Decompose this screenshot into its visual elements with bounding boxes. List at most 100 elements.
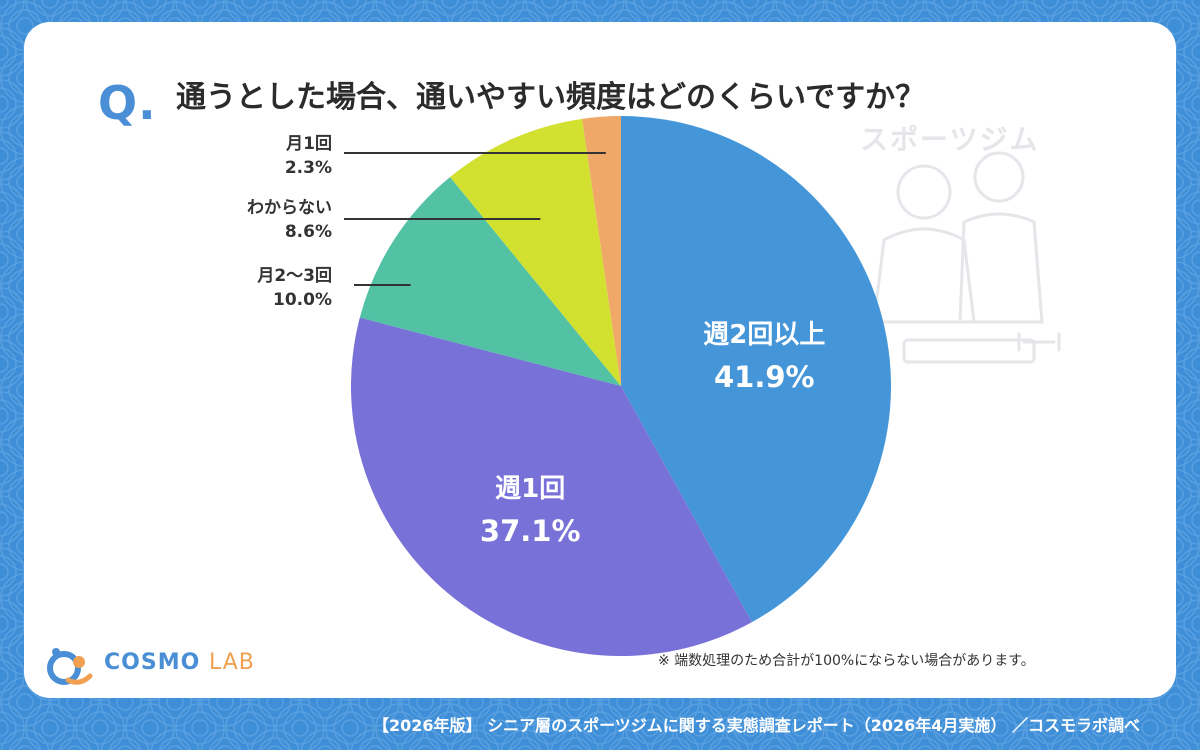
wave-arc — [0, 0, 9, 9]
wave-arc — [1033, 0, 1067, 17]
wave-arc — [691, 0, 709, 9]
wave-arc — [508, 737, 542, 750]
wave-arc — [767, 745, 783, 750]
wave-arc — [1166, 693, 1184, 711]
slice-value-weekly1: 37.1% — [480, 514, 581, 548]
wave-arc — [0, 503, 17, 537]
wave-arc — [0, 703, 25, 750]
wave-arc — [200, 729, 250, 750]
wave-arc — [258, 737, 292, 750]
wave-arc — [0, 563, 9, 581]
wave-arc — [1008, 737, 1042, 750]
wave-arc — [0, 511, 9, 529]
question-mark-label: Q. — [98, 76, 157, 130]
wave-arc — [1191, 95, 1200, 113]
wave-arc — [833, 0, 867, 17]
wave-arc — [0, 355, 9, 373]
label-unknown: わからない 8.6% — [192, 196, 332, 244]
wave-arc — [641, 719, 659, 737]
wave-arc — [317, 745, 333, 750]
wave-arc — [1175, 339, 1200, 389]
slice-label-weekly1: 週1回 — [495, 474, 565, 504]
pie-slice-4 — [582, 116, 621, 386]
leader-lines — [344, 152, 606, 286]
wave-arc — [641, 0, 659, 9]
wave-arc — [1191, 563, 1200, 581]
wave-arc — [441, 719, 459, 737]
wave-arc — [491, 0, 509, 9]
wave-arc — [1100, 729, 1150, 750]
wave-arc — [1175, 651, 1200, 701]
label-monthly23-name: 月2〜3回 — [257, 266, 332, 286]
wave-arc — [1025, 703, 1075, 750]
wave-arc — [633, 0, 667, 17]
wave-arc — [950, 729, 1000, 750]
wave-arc — [0, 451, 17, 485]
wave-arc — [808, 737, 842, 750]
wave-arc — [133, 711, 167, 745]
wave-arc — [517, 745, 533, 750]
wave-arc — [750, 729, 800, 750]
wave-arc — [341, 0, 359, 9]
wave-arc — [700, 729, 750, 750]
logo-wordmark: COSMO LAB — [104, 650, 255, 675]
wave-arc — [900, 729, 950, 750]
wave-arc — [567, 745, 583, 750]
wave-arc — [783, 711, 817, 745]
wave-arc — [1183, 191, 1200, 225]
wave-arc — [683, 711, 717, 745]
wave-arc — [425, 703, 475, 750]
wave-arc — [817, 745, 833, 750]
wave-arc — [725, 703, 775, 750]
wave-arc — [167, 745, 183, 750]
wave-arc — [0, 251, 9, 269]
wave-arc — [0, 459, 9, 477]
wave-arc — [433, 711, 467, 745]
wave-arc — [1175, 27, 1200, 77]
wave-arc — [1191, 667, 1200, 685]
wave-arc — [283, 711, 317, 745]
wave-arc — [533, 0, 567, 17]
wave-arc — [1191, 303, 1200, 321]
wave-arc — [558, 737, 592, 750]
wave-arc — [841, 719, 859, 737]
wave-arc — [225, 703, 275, 750]
wave-arc — [0, 43, 9, 61]
wave-arc — [791, 0, 809, 9]
wave-arc — [1175, 443, 1200, 493]
wave-arc — [458, 737, 492, 750]
wave-arc — [0, 711, 17, 745]
wave-arc — [483, 711, 517, 745]
wave-arc — [1091, 719, 1109, 737]
wave-arc — [867, 745, 883, 750]
wave-arc — [333, 711, 367, 745]
rounding-note: ※ 端数処理のため合計が100%にならない場合があります。 — [658, 653, 1035, 669]
wave-arc — [1183, 659, 1200, 693]
wave-arc — [783, 0, 817, 17]
wave-arc — [0, 87, 17, 121]
cosmo-logo-icon — [47, 648, 93, 685]
wave-arc — [533, 711, 567, 745]
wave-arc — [150, 729, 200, 750]
wave-arc — [933, 711, 967, 745]
wave-arc — [0, 191, 17, 225]
wave-arc — [800, 729, 850, 750]
wave-arc — [541, 719, 559, 737]
wave-arc — [1183, 87, 1200, 121]
wave-arc — [0, 243, 17, 277]
wave-arc — [591, 719, 609, 737]
wave-arc — [1033, 711, 1067, 745]
wave-arc — [83, 0, 117, 17]
wave-arc — [1191, 43, 1200, 61]
wave-arc — [400, 729, 450, 750]
wave-arc — [433, 0, 467, 17]
wave-arc — [1075, 703, 1125, 750]
wave-arc — [475, 703, 525, 750]
slice-value-weekly2: 41.9% — [714, 360, 815, 394]
wave-arc — [391, 719, 409, 737]
wave-arc — [1183, 451, 1200, 485]
wave-arc — [1175, 183, 1200, 233]
wave-arc — [91, 0, 109, 9]
wave-arc — [0, 399, 17, 433]
wave-arc — [1133, 0, 1167, 17]
